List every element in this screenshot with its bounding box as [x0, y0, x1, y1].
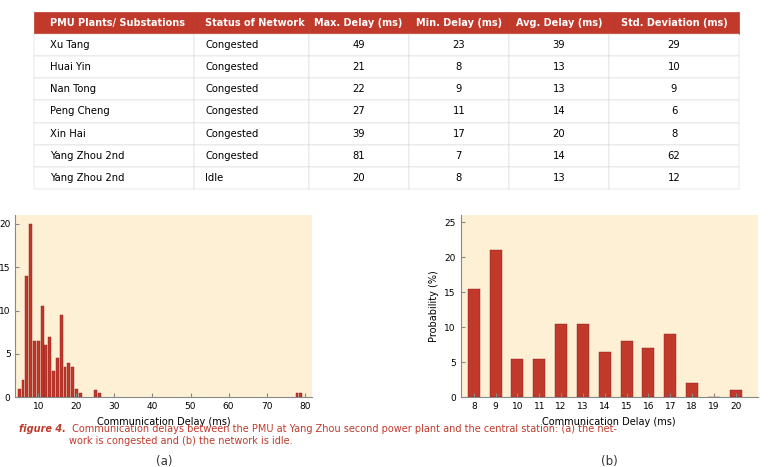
Bar	[489, 250, 502, 397]
Bar	[512, 359, 523, 397]
Bar	[533, 359, 545, 397]
Bar	[621, 341, 632, 397]
Bar	[79, 393, 82, 397]
X-axis label: Communication Delay (ms): Communication Delay (ms)	[97, 417, 230, 427]
Bar	[37, 341, 39, 397]
Y-axis label: Probability (%): Probability (%)	[429, 270, 439, 342]
Bar	[22, 380, 25, 397]
Bar	[295, 393, 298, 397]
Bar	[642, 348, 655, 397]
Bar	[555, 324, 567, 397]
Bar	[94, 390, 97, 397]
Bar	[71, 367, 74, 397]
Bar	[299, 393, 302, 397]
Text: figure 4.: figure 4.	[19, 424, 66, 434]
Bar	[45, 345, 47, 397]
Bar	[67, 362, 70, 397]
Text: Communication delays between the PMU at Yang Zhou second power plant and the cen: Communication delays between the PMU at …	[69, 424, 617, 446]
Bar	[41, 306, 43, 397]
Bar	[33, 341, 36, 397]
X-axis label: Communication Delay (ms): Communication Delay (ms)	[543, 417, 676, 427]
Bar	[52, 371, 55, 397]
Bar	[26, 276, 29, 397]
Bar	[56, 358, 59, 397]
Bar	[75, 389, 78, 397]
Bar	[97, 393, 100, 397]
Text: (b): (b)	[601, 455, 618, 467]
Text: (a): (a)	[155, 455, 172, 467]
Bar	[60, 315, 63, 397]
Bar	[599, 352, 611, 397]
Bar	[730, 390, 742, 397]
Bar	[577, 324, 589, 397]
Bar	[468, 289, 480, 397]
Bar	[664, 334, 676, 397]
Bar	[18, 389, 21, 397]
Bar	[686, 383, 698, 397]
Bar	[48, 337, 51, 397]
Bar	[29, 224, 32, 397]
Bar	[63, 367, 66, 397]
